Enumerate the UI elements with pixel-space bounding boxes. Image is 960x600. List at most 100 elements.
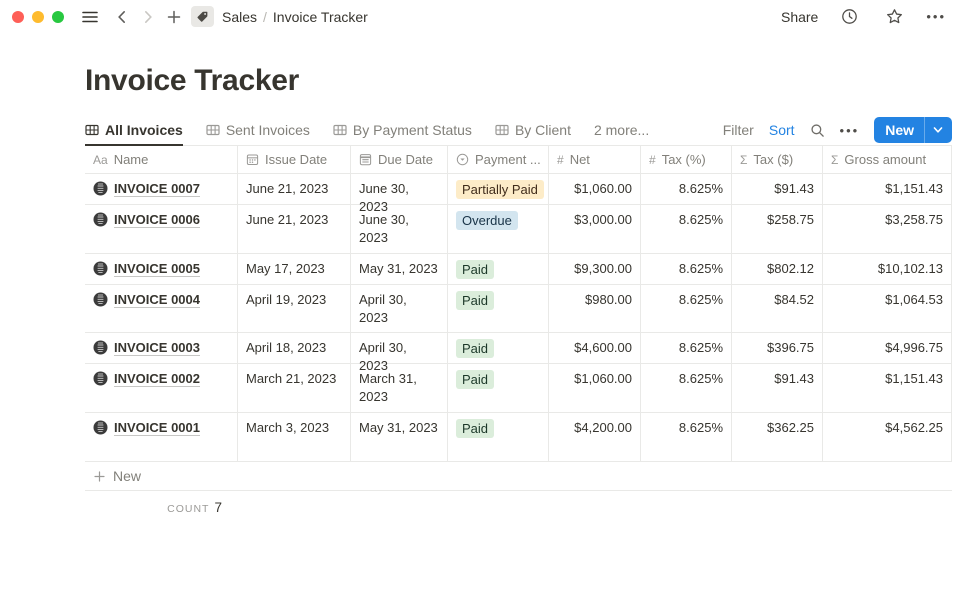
view-more-icon[interactable]: •••	[839, 122, 860, 138]
cell-issue-date[interactable]: March 3, 2023	[238, 413, 351, 461]
cell-gross-amount[interactable]: $3,258.75	[823, 205, 952, 253]
cell-issue-date[interactable]: May 17, 2023	[238, 254, 351, 284]
add-row-button[interactable]: New	[85, 462, 952, 491]
cell-due-date[interactable]: June 30, 2023	[351, 174, 448, 214]
cell-tax[interactable]: $802.12	[732, 254, 823, 284]
tab-2-more[interactable]: 2 more...	[594, 115, 649, 146]
cell-payment[interactable]: Paid	[448, 413, 549, 461]
filter-button[interactable]: Filter	[722, 122, 754, 138]
new-button[interactable]: New	[874, 117, 952, 143]
status-badge[interactable]: Partially Paid	[456, 180, 544, 199]
status-badge[interactable]: Paid	[456, 260, 495, 279]
cell-payment[interactable]: Paid	[448, 364, 549, 412]
invoice-page-link[interactable]: INVOICE 0001	[114, 420, 200, 435]
cell-gross-amount[interactable]: $4,996.75	[823, 333, 952, 363]
cell-due-date[interactable]: March 31, 2023	[351, 364, 448, 412]
tab-by-payment-status[interactable]: By Payment Status	[333, 115, 472, 146]
cell-net[interactable]: $3,000.00	[549, 205, 641, 253]
cell-payment[interactable]: Paid	[448, 285, 549, 332]
cell-name[interactable]: INVOICE 0003	[85, 333, 238, 363]
cell-net[interactable]: $1,060.00	[549, 364, 641, 412]
cell-tax[interactable]: 8.625%	[641, 174, 732, 204]
invoice-page-link[interactable]: INVOICE 0003	[114, 340, 200, 355]
cell-issue-date[interactable]: April 19, 2023	[238, 285, 351, 332]
count-calculation[interactable]: COUNT 7	[85, 491, 238, 515]
cell-name[interactable]: INVOICE 0006	[85, 205, 238, 253]
breadcrumb-invoice-tracker[interactable]: Invoice Tracker	[272, 8, 368, 25]
cell-tax[interactable]: $84.52	[732, 285, 823, 332]
chevron-down-icon[interactable]	[925, 125, 952, 135]
cell-name[interactable]: INVOICE 0001	[85, 413, 238, 461]
cell-due-date[interactable]: May 31, 2023	[351, 254, 448, 284]
favorite-star-icon[interactable]	[886, 8, 903, 25]
cell-tax[interactable]: $258.75	[732, 205, 823, 253]
cell-issue-date[interactable]: March 21, 2023	[238, 364, 351, 412]
forward-icon[interactable]	[140, 9, 156, 25]
cell-tax[interactable]: $362.25	[732, 413, 823, 461]
cell-tax[interactable]: $91.43	[732, 174, 823, 204]
invoice-page-link[interactable]: INVOICE 0002	[114, 371, 200, 386]
sidebar-toggle-icon[interactable]	[81, 8, 99, 26]
new-page-plus-icon[interactable]	[166, 9, 182, 25]
cell-net[interactable]: $4,600.00	[549, 333, 641, 363]
column-header-name[interactable]: Aa Name	[85, 146, 238, 173]
cell-issue-date[interactable]: April 18, 2023	[238, 333, 351, 363]
search-icon[interactable]	[810, 123, 825, 138]
invoice-page-link[interactable]: INVOICE 0007	[114, 181, 200, 196]
cell-issue-date[interactable]: June 21, 2023	[238, 205, 351, 253]
status-badge[interactable]: Paid	[456, 419, 495, 438]
workspace-tag-icon[interactable]	[191, 6, 214, 27]
cell-payment[interactable]: Partially Paid	[448, 174, 549, 204]
column-header-tax[interactable]: Σ Tax ($)	[732, 146, 823, 173]
column-header-payment[interactable]: Payment ...	[448, 146, 549, 173]
minimize-window-button[interactable]	[32, 10, 44, 23]
cell-gross-amount[interactable]: $10,102.13	[823, 254, 952, 284]
cell-tax[interactable]: $396.75	[732, 333, 823, 363]
tab-sent-invoices[interactable]: Sent Invoices	[206, 115, 310, 146]
breadcrumb-sales[interactable]: Sales	[222, 8, 258, 25]
cell-name[interactable]: INVOICE 0007	[85, 174, 238, 204]
column-header-gross-amount[interactable]: Σ Gross amount	[823, 146, 952, 173]
cell-tax[interactable]: 8.625%	[641, 413, 732, 461]
tab-by-client[interactable]: By Client	[495, 115, 571, 146]
cell-due-date[interactable]: May 31, 2023	[351, 413, 448, 461]
invoice-page-link[interactable]: INVOICE 0006	[114, 212, 200, 227]
cell-name[interactable]: INVOICE 0005	[85, 254, 238, 284]
cell-due-date[interactable]: April 30, 2023	[351, 285, 448, 332]
column-header-net[interactable]: # Net	[549, 146, 641, 173]
column-header-due-date[interactable]: Due Date	[351, 146, 448, 173]
cell-due-date[interactable]: April 30, 2023	[351, 333, 448, 373]
zoom-window-button[interactable]	[52, 10, 64, 23]
back-icon[interactable]	[114, 9, 130, 25]
cell-gross-amount[interactable]: $1,064.53	[823, 285, 952, 332]
tab-all-invoices[interactable]: All Invoices	[85, 115, 183, 146]
clock-history-icon[interactable]	[841, 8, 858, 25]
sort-button[interactable]: Sort	[768, 122, 795, 138]
invoice-page-link[interactable]: INVOICE 0005	[114, 261, 200, 276]
cell-net[interactable]: $4,200.00	[549, 413, 641, 461]
status-badge[interactable]: Paid	[456, 291, 495, 310]
column-header-tax[interactable]: # Tax (%)	[641, 146, 732, 173]
cell-payment[interactable]: Paid	[448, 254, 549, 284]
cell-name[interactable]: INVOICE 0004	[85, 285, 238, 332]
cell-gross-amount[interactable]: $1,151.43	[823, 364, 952, 412]
share-button[interactable]: Share	[780, 8, 819, 25]
cell-gross-amount[interactable]: $1,151.43	[823, 174, 952, 204]
cell-net[interactable]: $1,060.00	[549, 174, 641, 204]
cell-issue-date[interactable]: June 21, 2023	[238, 174, 351, 204]
more-options-icon[interactable]: •••	[926, 9, 946, 24]
cell-tax[interactable]: 8.625%	[641, 364, 732, 412]
invoice-page-link[interactable]: INVOICE 0004	[114, 292, 200, 307]
cell-net[interactable]: $9,300.00	[549, 254, 641, 284]
column-header-issue-date[interactable]: Issue Date	[238, 146, 351, 173]
cell-payment[interactable]: Paid	[448, 333, 549, 363]
cell-payment[interactable]: Overdue	[448, 205, 549, 253]
cell-name[interactable]: INVOICE 0002	[85, 364, 238, 412]
status-badge[interactable]: Paid	[456, 370, 495, 389]
cell-tax[interactable]: 8.625%	[641, 254, 732, 284]
cell-tax[interactable]: 8.625%	[641, 205, 732, 253]
cell-gross-amount[interactable]: $4,562.25	[823, 413, 952, 461]
cell-tax[interactable]: $91.43	[732, 364, 823, 412]
close-window-button[interactable]	[12, 10, 24, 23]
status-badge[interactable]: Paid	[456, 339, 495, 358]
